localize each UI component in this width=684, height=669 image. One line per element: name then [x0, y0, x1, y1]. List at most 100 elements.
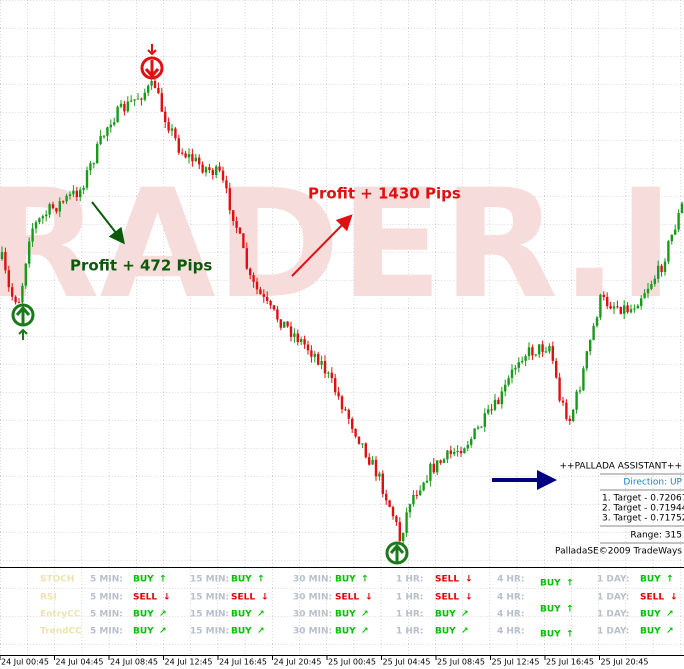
candle [368, 457, 371, 465]
candle [453, 452, 456, 454]
timeframe-label: 1 DAY: [597, 575, 629, 585]
candle [504, 384, 507, 392]
candle [466, 444, 469, 449]
candle [300, 339, 303, 343]
panel-title: ++PALLADA ASSISTANT++ [560, 462, 683, 472]
candle [490, 409, 493, 411]
candle [432, 463, 435, 473]
timeframe-label: 30 MIN: [293, 575, 332, 585]
candle [473, 428, 476, 440]
candle [140, 98, 143, 100]
candle [612, 306, 616, 309]
candle [4, 252, 7, 271]
candle [347, 409, 350, 419]
time-label: 24 Jul 12:45 [165, 658, 213, 667]
candle [391, 506, 395, 517]
signal-arrow: ↑ [159, 575, 167, 585]
signal: BUY [335, 627, 356, 637]
candle [119, 103, 123, 107]
candle [208, 167, 211, 171]
timeframe-label: 1 HR: [396, 593, 423, 603]
signal-arrow: ↑ [566, 579, 574, 589]
candle [51, 204, 55, 209]
signal-arrow: ↑ [566, 605, 574, 615]
signal: BUY [335, 610, 356, 620]
candle [398, 522, 401, 542]
candle [116, 106, 119, 123]
signal-arrow: ↗ [159, 610, 167, 620]
timeframe-label: 4 HR: [497, 610, 524, 620]
signal: BUY [133, 610, 154, 620]
candle [272, 305, 276, 310]
candle [589, 339, 592, 352]
candle [65, 195, 68, 202]
candle [470, 439, 473, 445]
candle [425, 480, 429, 483]
candle [527, 347, 531, 357]
signal-arrow: ↓ [163, 593, 171, 603]
candle [276, 309, 279, 320]
signal-arrow: ↑ [666, 575, 674, 585]
candle [177, 138, 180, 153]
candle [187, 154, 191, 158]
candle [606, 297, 609, 306]
candle [497, 399, 500, 405]
candle [419, 490, 422, 495]
candle [633, 308, 636, 310]
candle [238, 227, 242, 234]
candle [283, 321, 286, 328]
signal: BUY [133, 627, 154, 637]
candle [323, 360, 327, 374]
time-label: 24 Jul 00:45 [1, 658, 49, 667]
signal-arrow: ↓ [261, 593, 269, 603]
time-label: 24 Jul 20:45 [274, 658, 322, 667]
candle [374, 459, 378, 477]
signal: SELL [133, 593, 157, 603]
candle [45, 214, 48, 217]
candle [456, 450, 459, 453]
candle [92, 163, 95, 165]
candle [191, 154, 194, 162]
candle [555, 360, 558, 378]
time-label: 25 Jul 04:45 [383, 658, 431, 667]
candle [31, 228, 34, 242]
candle [89, 163, 92, 171]
candle [334, 378, 337, 393]
signal: BUY [640, 610, 661, 620]
time-axis: 24 Jul 00:45 24 Jul 04:45 24 Jul 08:45 24 J… [0, 655, 648, 667]
signal-arrow: ↓ [465, 593, 473, 603]
candle [429, 463, 432, 481]
range: Range: 315 [630, 531, 682, 541]
candle [568, 418, 571, 422]
timeframe-label: 30 MIN: [293, 593, 332, 603]
indicator-table: STOCH RSI EntryCC TrendCC 5 MIN: BUY ↑ 5 MIN: SE… [40, 575, 678, 640]
candle [58, 201, 61, 212]
candle [310, 350, 313, 357]
candle [385, 493, 388, 501]
candle [170, 128, 174, 131]
timeframe-label: 30 MIN: [293, 610, 332, 620]
candle [133, 99, 136, 101]
signal-arrow: ↗ [257, 610, 265, 620]
time-label: 25 Jul 00:45 [328, 658, 376, 667]
timeframe-label: 5 MIN: [90, 593, 123, 603]
candle [378, 473, 381, 477]
candle [340, 396, 344, 410]
candle [0, 252, 4, 259]
candle [653, 278, 656, 284]
candle [24, 263, 27, 286]
signal-arrow: ↗ [361, 627, 369, 637]
candle [514, 367, 517, 370]
candle [640, 298, 643, 306]
candle [626, 305, 629, 313]
candle [330, 372, 333, 379]
candle [289, 326, 293, 337]
candle [218, 166, 221, 171]
timeframe-label: 5 MIN: [90, 610, 123, 620]
candle [578, 390, 582, 392]
candle [412, 494, 415, 505]
candle [14, 296, 17, 303]
signal: BUY [540, 605, 561, 615]
timeframe-label: 1 DAY: [597, 593, 629, 603]
